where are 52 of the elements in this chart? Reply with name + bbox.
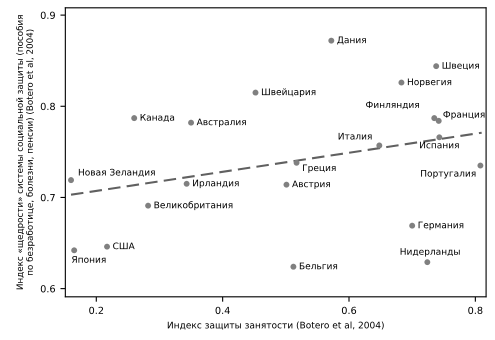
annotation: Греция [303,164,336,173]
annotation: Япония [72,256,106,263]
y-tick-label: 0.7 [40,194,55,202]
point [252,90,258,96]
x-tick-label: 0.6 [342,306,356,314]
point [68,177,74,184]
annotation: Португалия [421,170,476,178]
annotation: Дания [337,36,366,45]
point [477,162,484,168]
x-tick-label: 0.4 [216,306,230,314]
point [184,180,190,187]
point [436,134,442,140]
annotation: Великобритания [154,201,232,210]
annotation: Бельгия [300,262,338,270]
annotation: США [113,242,135,250]
point [398,80,404,86]
point [104,244,110,250]
point [71,247,78,254]
point [431,115,438,122]
annotation: Нидерланды [400,248,460,257]
y-tick-label: 0.6 [40,285,56,292]
point [290,264,296,270]
annotation: Австрия [292,180,330,190]
annotation: Испания [420,142,459,148]
point [433,63,440,70]
annotation: Франция [443,111,484,120]
point [376,142,382,148]
annotation: Швейцария [262,88,316,97]
point [294,160,300,166]
annotation: Норвегия [408,78,452,87]
annotation: Германия [418,222,464,230]
y-axis-title: Индекс «щедрости» системы социальной защиты (пособия по безработице, болезни, пенсии) (Botero et al, 2004) [16,15,35,290]
point [328,38,334,44]
point [436,118,442,124]
annotation: Италия [338,132,372,140]
point [284,182,290,188]
annotation: Австралия [196,118,246,128]
x-tick-label: 0.2 [89,306,104,314]
point [424,259,430,266]
annotation: Финляндия [366,101,419,110]
x-axis-title: Индекс защиты занятости (Botero et al, 2004) [168,322,384,330]
annotation: Ирландия [193,180,239,188]
point [409,222,416,229]
annotation: Швеция [442,62,479,70]
point [188,120,194,126]
point [145,202,152,209]
annotation: Канада [140,114,174,122]
x-tick-label: 0.8 [468,306,482,314]
y-tick-label: 0.9 [40,12,55,19]
annotation: Новая Зеландия [78,168,155,177]
y-tick-label: 0.8 [40,102,55,110]
point [131,115,138,122]
